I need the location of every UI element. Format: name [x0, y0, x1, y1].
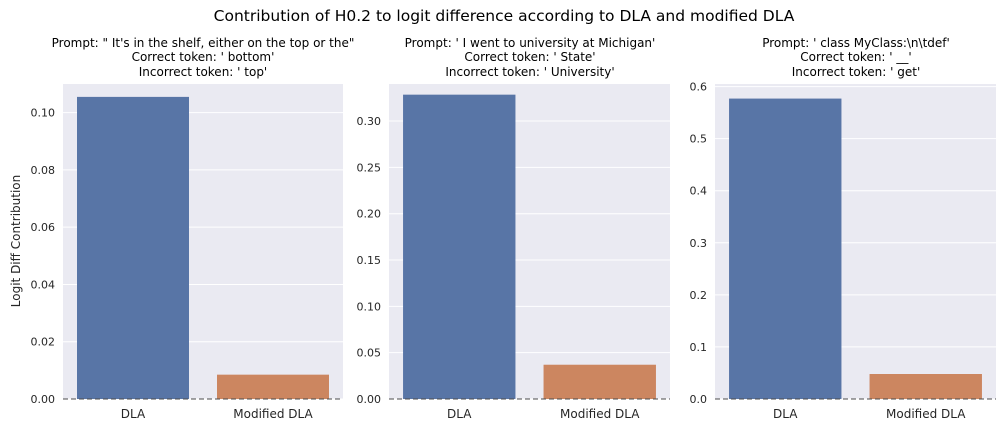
y-tick-label: 0.05: [357, 347, 382, 360]
x-tick-label: DLA: [773, 407, 798, 421]
y-tick-label: 0.2: [690, 289, 708, 302]
subplot-1-y-axis-label: Logit Diff Contribution: [9, 175, 23, 307]
bar-dla: [403, 94, 516, 399]
bar-dla: [729, 98, 842, 399]
y-tick-label: 0.02: [31, 336, 56, 349]
bar-dla: [77, 96, 189, 400]
subplot-1: Prompt: " It's in the shelf, either on t…: [9, 36, 354, 421]
y-tick-label: 0.30: [357, 115, 382, 128]
x-tick-label: DLA: [121, 407, 146, 421]
x-tick-label: Modified DLA: [886, 407, 966, 421]
bar-modified-dla: [543, 364, 656, 399]
bar-modified-dla: [869, 374, 982, 399]
x-tick-label: DLA: [447, 407, 472, 421]
y-tick-label: 0.3: [690, 237, 708, 250]
y-tick-label: 0.06: [31, 221, 56, 234]
figure-title: Contribution of H0.2 to logit difference…: [214, 7, 795, 25]
subplot-2: Prompt: ' I went to university at Michig…: [357, 36, 670, 421]
bar-modified-dla: [217, 374, 329, 399]
subplot-1-title-incorrect: Incorrect token: ' top': [139, 65, 267, 79]
y-tick-label: 0.1: [690, 341, 708, 354]
y-tick-label: 0.00: [31, 393, 56, 406]
subplot-2-title-incorrect: Incorrect token: ' University': [445, 65, 614, 79]
y-tick-label: 0.04: [31, 278, 56, 291]
x-tick-label: Modified DLA: [233, 407, 313, 421]
y-tick-label: 0.15: [357, 254, 382, 267]
y-tick-label: 0.10: [31, 107, 56, 120]
subplot-3: Prompt: ' class MyClass:\n\tdef' Correct…: [690, 36, 996, 421]
subplot-1-title-prompt: Prompt: " It's in the shelf, either on t…: [52, 36, 355, 50]
subplot-3-title-correct: Correct token: ' __': [800, 50, 911, 64]
y-tick-label: 0.6: [690, 81, 708, 94]
y-tick-label: 0.4: [690, 185, 708, 198]
x-tick-label: Modified DLA: [560, 407, 640, 421]
y-tick-label: 0.5: [690, 133, 708, 146]
y-tick-label: 0.08: [31, 164, 56, 177]
y-tick-label: 0.10: [357, 300, 382, 313]
subplot-1-title-correct: Correct token: ' bottom': [132, 50, 275, 64]
y-tick-label: 0.25: [357, 161, 382, 174]
y-tick-label: 0.00: [357, 393, 382, 406]
subplot-2-title-prompt: Prompt: ' I went to university at Michig…: [405, 36, 656, 50]
subplot-2-title-correct: Correct token: ' State': [464, 50, 595, 64]
subplot-3-title-incorrect: Incorrect token: ' get': [792, 65, 921, 79]
subplot-3-title-prompt: Prompt: ' class MyClass:\n\tdef': [762, 36, 950, 50]
y-tick-label: 0.20: [357, 208, 382, 221]
y-tick-label: 0.0: [690, 393, 708, 406]
